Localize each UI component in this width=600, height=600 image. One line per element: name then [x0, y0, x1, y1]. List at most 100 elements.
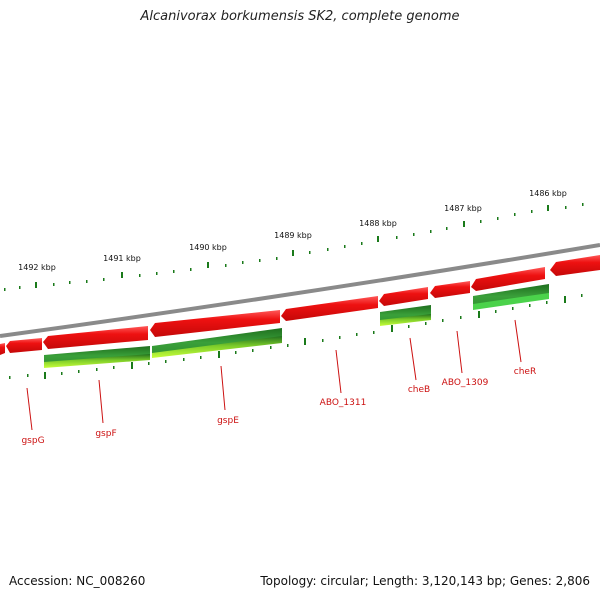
tick-major: [131, 362, 133, 369]
tick-minor: [4, 288, 6, 291]
label-leaders: [26, 319, 522, 431]
tick-major: [35, 282, 37, 288]
tick-minor: [148, 362, 150, 365]
inner-tick-track: [9, 294, 583, 379]
tick-minor: [339, 336, 341, 339]
tick-minor: [270, 346, 272, 349]
gene-label-ABO_1309: ABO_1309: [442, 378, 489, 388]
tick-minor: [173, 270, 175, 273]
scale-label: 1489 kbp: [274, 231, 312, 240]
tick-minor: [408, 325, 410, 328]
cds-arrow: [550, 255, 600, 276]
tick-minor: [582, 203, 584, 206]
tick-minor: [497, 217, 499, 220]
tick-minor: [581, 294, 583, 297]
cds-arrow: [379, 287, 428, 306]
tick-minor: [235, 351, 237, 354]
tick-major: [44, 372, 46, 379]
tick-minor: [425, 322, 427, 325]
tick-minor: [69, 281, 71, 284]
outer-tick-track: [4, 203, 584, 291]
genome-backbone: [0, 243, 600, 338]
scale-label: 1490 kbp: [189, 243, 227, 252]
tick-minor: [225, 264, 227, 267]
cds-arrow: [43, 326, 148, 349]
tick-minor: [460, 316, 462, 319]
cds-arrow: [473, 293, 549, 310]
tick-minor: [183, 358, 185, 361]
gene-label-cheR: cheR: [514, 367, 536, 377]
tick-minor: [27, 374, 29, 377]
gene-label-gspE: gspE: [217, 416, 239, 426]
leader-line: [409, 337, 417, 381]
tick-minor: [252, 349, 254, 352]
tick-minor: [242, 261, 244, 264]
scale-label: 1492 kbp: [18, 263, 56, 272]
tick-minor: [139, 274, 141, 277]
tick-minor: [356, 333, 358, 336]
scale-label: 1487 kbp: [444, 204, 482, 213]
tick-major: [377, 236, 379, 242]
cds-arrow: [44, 354, 150, 368]
tick-minor: [480, 220, 482, 223]
gene-label-gspG: gspG: [21, 436, 44, 446]
cds-arrow: [380, 314, 431, 326]
scale-label: 1488 kbp: [359, 219, 397, 228]
tick-minor: [259, 259, 261, 262]
tick-minor: [430, 230, 432, 233]
tick-minor: [276, 257, 278, 260]
tick-minor: [344, 245, 346, 248]
tick-major: [564, 296, 566, 303]
tick-minor: [413, 233, 415, 236]
accession-text: Accession: NC_008260: [9, 574, 146, 588]
tick-minor: [514, 213, 516, 216]
tick-minor: [442, 319, 444, 322]
tick-major: [207, 262, 209, 268]
forward-strand-track: [0, 255, 600, 355]
cds-arrow: [152, 336, 282, 358]
tick-minor: [565, 206, 567, 209]
tick-minor: [309, 251, 311, 254]
tick-minor: [96, 368, 98, 371]
topology-text: Topology: circular; Length: 3,120,143 bp…: [260, 574, 590, 588]
tick-major: [547, 205, 549, 211]
tick-minor: [361, 242, 363, 245]
cds-arrow: [0, 343, 5, 355]
tick-major: [391, 325, 393, 332]
reverse-strand-track: [44, 284, 549, 368]
tick-minor: [531, 210, 533, 213]
tick-minor: [495, 310, 497, 313]
cds-arrow: [150, 310, 280, 337]
tick-major: [292, 250, 294, 256]
tick-minor: [61, 372, 63, 375]
tick-minor: [546, 301, 548, 304]
tick-minor: [322, 339, 324, 342]
gene-label-gspF: gspF: [95, 429, 116, 439]
tick-minor: [9, 376, 11, 379]
tick-minor: [19, 286, 21, 289]
tick-minor: [53, 283, 55, 286]
leader-line: [220, 365, 226, 411]
leader-line: [26, 387, 33, 431]
scale-label: 1491 kbp: [103, 254, 141, 263]
tick-minor: [190, 268, 192, 271]
tick-minor: [165, 360, 167, 363]
tick-minor: [287, 344, 289, 347]
leader-line: [98, 379, 104, 424]
tick-major: [121, 272, 123, 278]
tick-minor: [512, 307, 514, 310]
tick-minor: [200, 356, 202, 359]
cds-arrow: [6, 338, 42, 353]
cds-arrow: [471, 267, 545, 291]
leader-line: [456, 330, 463, 374]
map-title: Alcanivorax borkumensis SK2, complete ge…: [140, 9, 460, 24]
cds-arrow: [430, 281, 470, 298]
gene-label-cheB: cheB: [408, 385, 430, 395]
leader-line: [514, 319, 522, 363]
cds-arrow: [281, 296, 378, 321]
scale-label: 1486 kbp: [529, 189, 567, 198]
tick-major: [463, 221, 465, 227]
leader-line: [335, 349, 342, 394]
tick-minor: [446, 227, 448, 230]
